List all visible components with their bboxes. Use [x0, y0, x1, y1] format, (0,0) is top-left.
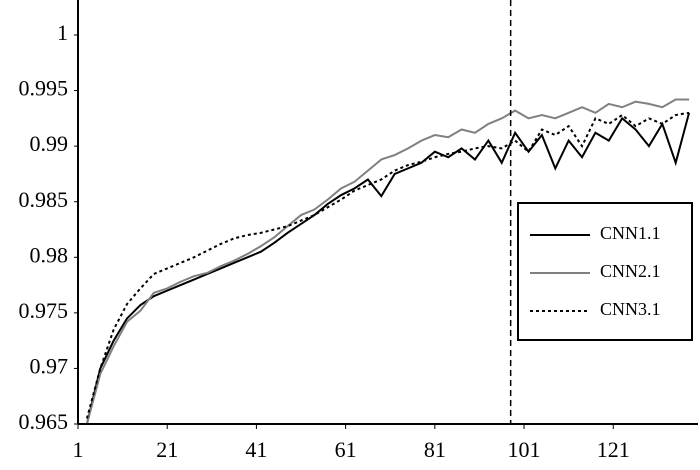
line: [85, 98, 690, 425]
y-tick-label: 0.99: [30, 131, 69, 156]
y-tick-label: 1: [57, 20, 68, 45]
y-tick-label: 0.995: [19, 76, 69, 101]
legend: CNN1.1 CNN2.1 CNN3.1: [517, 202, 693, 341]
y-tick-label: 0.965: [19, 409, 69, 434]
y-tick-label: 0.97: [30, 353, 69, 378]
legend-label: CNN2.1: [600, 261, 661, 281]
legend-label: CNN1.1: [600, 223, 661, 243]
line: [85, 112, 691, 425]
line: [85, 111, 690, 419]
x-tick-label: 1: [73, 437, 84, 462]
x-tick-label: 21: [156, 437, 178, 462]
legend-box: [517, 202, 693, 341]
x-tick-label: 61: [335, 437, 357, 462]
x-tick-label: 41: [245, 437, 267, 462]
legend-label: CNN3.1: [600, 299, 661, 319]
x-tick-label: 81: [424, 437, 446, 462]
x-tick-label: 121: [597, 437, 630, 462]
x-tick-label: 101: [508, 437, 541, 462]
y-tick-label: 0.98: [30, 242, 69, 267]
y-tick-label: 0.975: [19, 298, 69, 323]
y-tick-label: 0.985: [19, 187, 69, 212]
